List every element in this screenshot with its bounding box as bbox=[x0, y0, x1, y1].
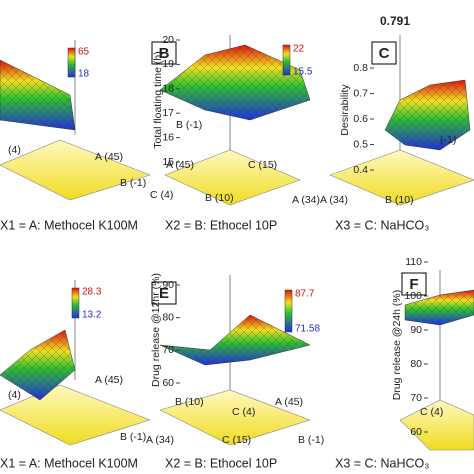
y-tick-label: 0.6 bbox=[353, 113, 368, 125]
factor-label: B (-1) bbox=[176, 119, 202, 131]
panel-letter: C bbox=[379, 45, 390, 62]
factor-label: A (45) bbox=[95, 151, 123, 163]
colorbar-min: 13.2 bbox=[82, 310, 102, 321]
y-tick-label: 90 bbox=[410, 324, 422, 336]
panel: C 0.791 Desirability 0.4 0.5 0.6 0.7 0.8 (-1) A (… bbox=[320, 14, 474, 232]
y-axis-title: Desirability bbox=[339, 84, 351, 136]
factor-label: B (10) bbox=[175, 396, 204, 408]
factor-label: (4) bbox=[8, 389, 21, 401]
y-axis-title: Drug release @24h (%) bbox=[391, 290, 403, 400]
y-tick-label: 70 bbox=[410, 392, 422, 404]
colorbar bbox=[282, 44, 291, 76]
factor-label: C (4) bbox=[150, 189, 173, 201]
y-tick-label: 17 bbox=[162, 107, 174, 119]
factor-label: A (34) bbox=[292, 194, 320, 206]
plot-floor bbox=[329, 149, 474, 206]
y-axis-title: Drug release @12hr (%) bbox=[150, 273, 162, 387]
factor-label: A (34) bbox=[320, 194, 348, 206]
colorbar-min: 71.58 bbox=[295, 324, 320, 335]
y-tick-label: 0.8 bbox=[353, 62, 368, 74]
factor-caption: X3 = C: NaHCO₃ bbox=[335, 456, 429, 470]
surface-mesh bbox=[0, 60, 75, 130]
y-axis-title: Total floating time (h) bbox=[152, 51, 164, 148]
colorbar-max: 22 bbox=[293, 44, 305, 55]
factor-caption: X3 = C: NaHCO₃ bbox=[335, 218, 429, 232]
factor-label: B (10) bbox=[385, 194, 414, 206]
factor-caption: X1 = A: Methocel K100M bbox=[0, 456, 138, 470]
surface-mesh bbox=[405, 290, 474, 325]
factor-caption: X2 = B: Ethocel 10P bbox=[165, 456, 277, 470]
plot-floor bbox=[159, 389, 311, 446]
colorbar-min: 18 bbox=[78, 69, 90, 80]
surface-mesh bbox=[160, 315, 310, 365]
factor-label: A (45) bbox=[166, 159, 194, 171]
factor-label: B (10) bbox=[205, 192, 234, 204]
panel: 28.3 13.2 (4) A (45) B (-1) X1 = A: Methocel … bbox=[0, 280, 151, 470]
factor-label: B (-1) bbox=[120, 431, 146, 443]
panel-letter: B bbox=[159, 45, 170, 62]
colorbar-max: 87.7 bbox=[295, 289, 315, 300]
y-tick-label: 110 bbox=[405, 256, 422, 268]
plot-floor bbox=[164, 149, 301, 206]
factor-label: B (-1) bbox=[120, 177, 146, 189]
plot-floor bbox=[0, 139, 151, 201]
y-tick-label: 0.5 bbox=[353, 138, 368, 150]
y-tick-label: 70 bbox=[162, 344, 174, 356]
factor-caption: X2 = B: Ethocel 10P bbox=[165, 218, 277, 232]
colorbar bbox=[67, 47, 76, 78]
factor-label: C (4) bbox=[232, 406, 255, 418]
factor-label: C (4) bbox=[420, 406, 443, 418]
plot-floor bbox=[399, 399, 474, 451]
factor-caption: X1 = A: Methocel K100M bbox=[0, 218, 138, 232]
colorbar-min: 15.5 bbox=[293, 67, 313, 78]
factor-label: A (34) bbox=[146, 434, 174, 446]
panel-letter-box bbox=[371, 41, 397, 65]
panel-letter-box bbox=[151, 281, 177, 305]
colorbar bbox=[71, 287, 80, 319]
colorbar-max: 65 bbox=[78, 47, 90, 58]
y-tick-label: 20 bbox=[162, 34, 174, 46]
y-tick-label: 90 bbox=[162, 279, 174, 291]
colorbar bbox=[284, 289, 293, 333]
y-tick-label: 15 bbox=[162, 156, 174, 168]
y-tick-label: 16 bbox=[162, 131, 174, 143]
optimum-value: 0.791 bbox=[380, 14, 410, 28]
y-tick-label: 0.7 bbox=[353, 87, 368, 99]
factor-label: (-1) bbox=[440, 134, 456, 146]
colorbar-max: 28.3 bbox=[82, 287, 102, 298]
panel-letter-box bbox=[401, 272, 427, 296]
y-tick-label: 60 bbox=[410, 426, 422, 438]
y-tick-label: 0.4 bbox=[353, 164, 368, 176]
y-tick-label: 100 bbox=[404, 290, 422, 302]
y-tick-label: 18 bbox=[162, 83, 174, 95]
panel-letter: E bbox=[159, 285, 169, 302]
panel-letter-box bbox=[151, 41, 177, 65]
y-tick-label: 19 bbox=[162, 58, 174, 70]
panel-letter: F bbox=[409, 276, 418, 293]
factor-label: C (15) bbox=[248, 159, 277, 171]
factor-label: B (-1) bbox=[298, 434, 324, 446]
surface-mesh bbox=[385, 80, 470, 150]
y-tick-label: 80 bbox=[162, 311, 174, 323]
factor-label: A (45) bbox=[95, 374, 123, 386]
y-tick-label: 80 bbox=[410, 358, 422, 370]
factor-label: A (45) bbox=[275, 396, 303, 408]
panel: F Drug release @24h (%) 60 70 80 90 100 110 C (4… bbox=[335, 256, 474, 470]
y-tick-label: 60 bbox=[162, 377, 174, 389]
surface-mesh bbox=[160, 45, 310, 120]
surface-mesh bbox=[0, 330, 75, 400]
factor-label: (4) bbox=[8, 144, 21, 156]
factor-label: C (15) bbox=[222, 434, 251, 446]
panel: 65 18 (4) A (45) B (-1) X1 = A: Methocel K100… bbox=[0, 40, 151, 232]
